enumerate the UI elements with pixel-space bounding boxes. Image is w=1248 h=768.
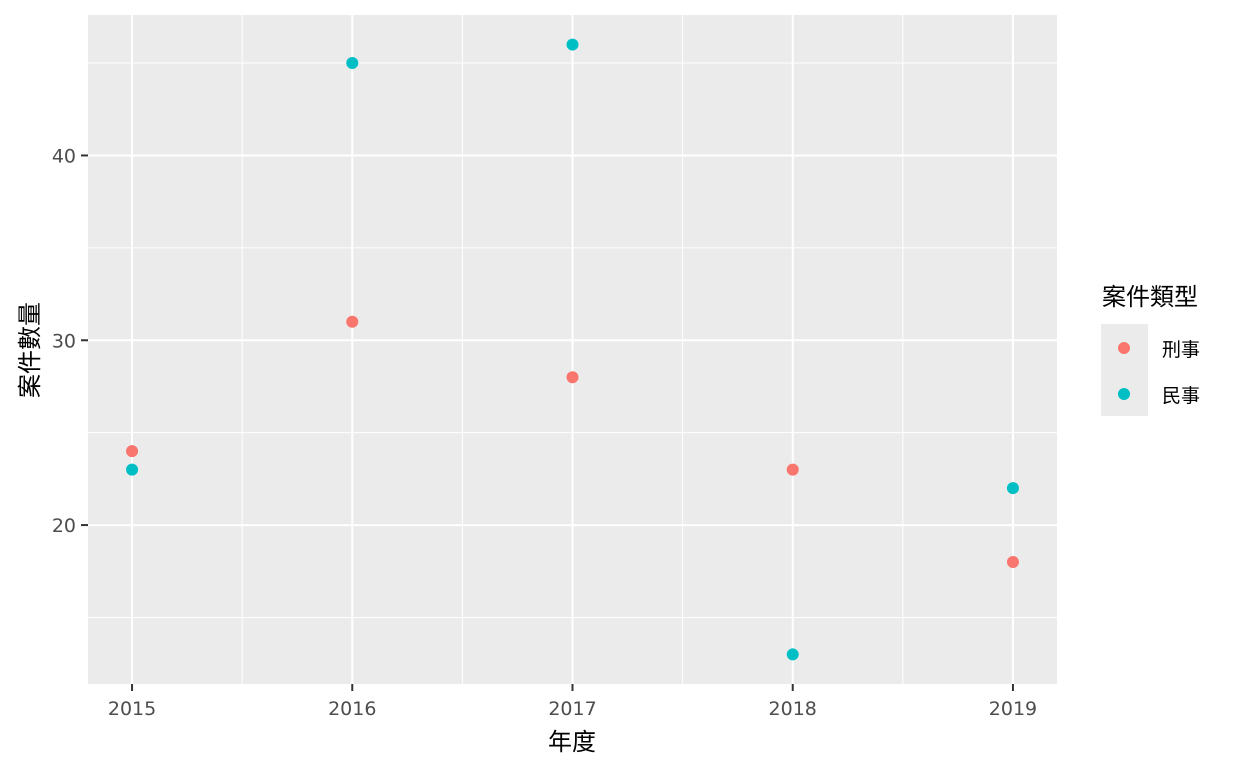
data-point-civil [786,648,799,661]
x-tick-label: 2016 [328,698,376,720]
axis-ticks [81,154,1014,691]
data-point-criminal [346,315,359,328]
y-tick-label: 20 [52,515,76,537]
data-point-civil [346,57,359,70]
tick-labels: 2015 2016 2017 2018 2019 20 30 40 [52,145,1037,720]
x-tick-label: 2019 [989,698,1037,720]
legend-key-criminal [1118,342,1130,354]
legend-label-civil: 民事 [1162,385,1200,407]
major-gridlines [88,15,1057,684]
x-tick-label: 2017 [548,698,596,720]
data-point-criminal [126,445,139,458]
data-point-civil [1006,482,1019,495]
legend-title: 案件類型 [1102,283,1198,311]
x-tick-label: 2018 [769,698,817,720]
data-point-criminal [786,463,799,476]
legend-key-background [1101,324,1148,416]
y-tick-label: 30 [52,330,76,352]
data-point-criminal [566,371,579,384]
data-point-criminal [1006,556,1019,569]
legend-label-criminal: 刑事 [1162,339,1200,361]
data-point-civil [126,463,139,476]
y-axis-title: 案件數量 [16,302,44,398]
data-point-civil [566,38,579,51]
x-axis-title: 年度 [548,728,596,756]
y-tick-label: 40 [52,145,76,167]
data-points [126,38,1019,661]
x-tick-label: 2015 [108,698,156,720]
legend-key-civil [1118,388,1130,400]
